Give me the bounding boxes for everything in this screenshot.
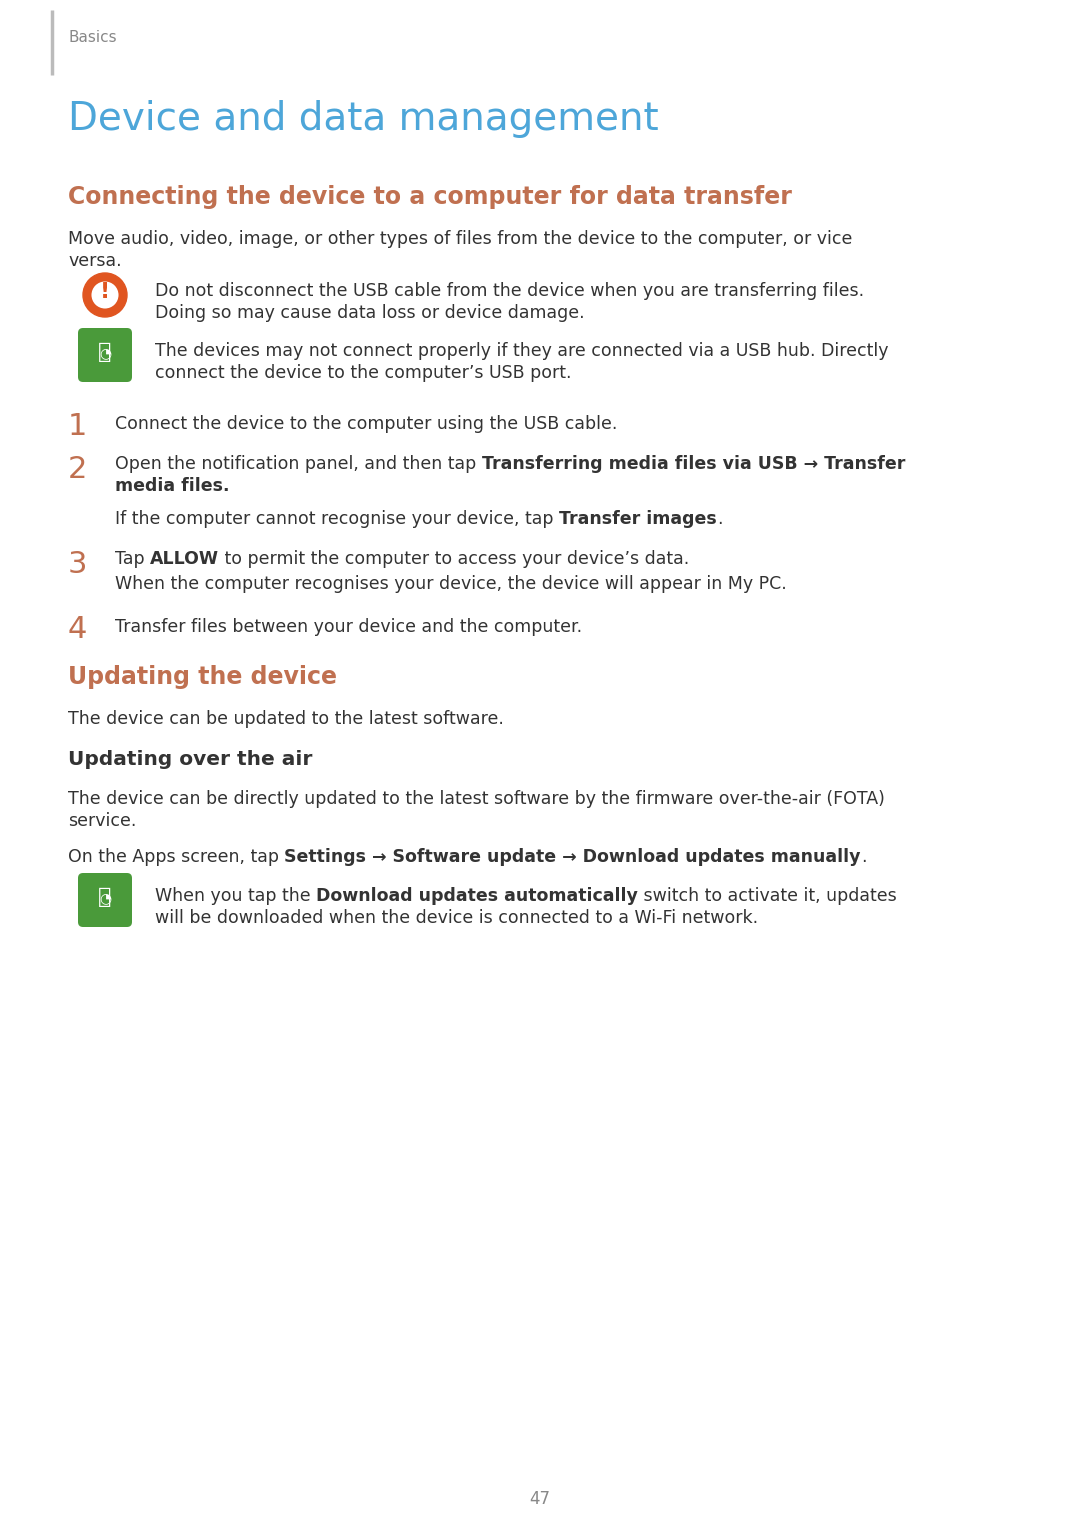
Text: Device and data management: Device and data management xyxy=(68,99,659,137)
Text: !: ! xyxy=(100,282,110,302)
Circle shape xyxy=(87,278,122,312)
Text: Move audio, video, image, or other types of files from the device to the compute: Move audio, video, image, or other types… xyxy=(68,231,852,247)
Text: Doing so may cause data loss or device damage.: Doing so may cause data loss or device d… xyxy=(156,304,584,322)
Text: Transfer images: Transfer images xyxy=(559,510,717,528)
Text: ◔: ◔ xyxy=(99,347,111,360)
Text: Updating over the air: Updating over the air xyxy=(68,750,312,770)
Text: Basics: Basics xyxy=(68,31,117,44)
Text: .: . xyxy=(717,510,723,528)
Text: Connect the device to the computer using the USB cable.: Connect the device to the computer using… xyxy=(114,415,618,434)
Text: Settings → Software update → Download updates manually: Settings → Software update → Download up… xyxy=(284,847,861,866)
Text: will be downloaded when the device is connected to a Wi-Fi network.: will be downloaded when the device is co… xyxy=(156,909,758,927)
Text: The device can be updated to the latest software.: The device can be updated to the latest … xyxy=(68,710,504,728)
Text: ALLOW: ALLOW xyxy=(150,550,219,568)
Text: media files.: media files. xyxy=(114,476,229,495)
Text: 1: 1 xyxy=(68,412,87,441)
Text: Download updates automatically: Download updates automatically xyxy=(316,887,638,906)
Text: Do not disconnect the USB cable from the device when you are transferring files.: Do not disconnect the USB cable from the… xyxy=(156,282,864,299)
Text: When you tap the: When you tap the xyxy=(156,887,316,906)
Text: The device can be directly updated to the latest software by the firmware over-t: The device can be directly updated to th… xyxy=(68,789,885,808)
Text: If the computer cannot recognise your device, tap: If the computer cannot recognise your de… xyxy=(114,510,559,528)
Text: Updating the device: Updating the device xyxy=(68,664,337,689)
Text: to permit the computer to access your device’s data.: to permit the computer to access your de… xyxy=(219,550,689,568)
Text: ◔: ◔ xyxy=(99,890,111,906)
Text: 2: 2 xyxy=(68,455,87,484)
Circle shape xyxy=(83,273,127,318)
Text: 47: 47 xyxy=(529,1490,551,1509)
Text: Transferring media files via USB → Transfer: Transferring media files via USB → Trans… xyxy=(482,455,905,473)
Text: .: . xyxy=(861,847,866,866)
Text: Transfer files between your device and the computer.: Transfer files between your device and t… xyxy=(114,618,582,637)
Text: 4: 4 xyxy=(68,615,87,644)
Text: 🔕: 🔕 xyxy=(98,342,111,362)
Text: switch to activate it, updates: switch to activate it, updates xyxy=(638,887,896,906)
FancyBboxPatch shape xyxy=(78,328,132,382)
Text: 🔕: 🔕 xyxy=(98,887,111,907)
Text: On the Apps screen, tap: On the Apps screen, tap xyxy=(68,847,284,866)
Text: When the computer recognises your device, the device will appear in My PC.: When the computer recognises your device… xyxy=(114,576,786,592)
Text: The devices may not connect properly if they are connected via a USB hub. Direct: The devices may not connect properly if … xyxy=(156,342,889,360)
Text: 3: 3 xyxy=(68,550,87,579)
Text: Connecting the device to a computer for data transfer: Connecting the device to a computer for … xyxy=(68,185,792,209)
Text: Tap: Tap xyxy=(114,550,150,568)
FancyBboxPatch shape xyxy=(78,873,132,927)
Text: versa.: versa. xyxy=(68,252,122,270)
Text: Open the notification panel, and then tap: Open the notification panel, and then ta… xyxy=(114,455,482,473)
Text: service.: service. xyxy=(68,812,136,831)
Text: connect the device to the computer’s USB port.: connect the device to the computer’s USB… xyxy=(156,363,571,382)
